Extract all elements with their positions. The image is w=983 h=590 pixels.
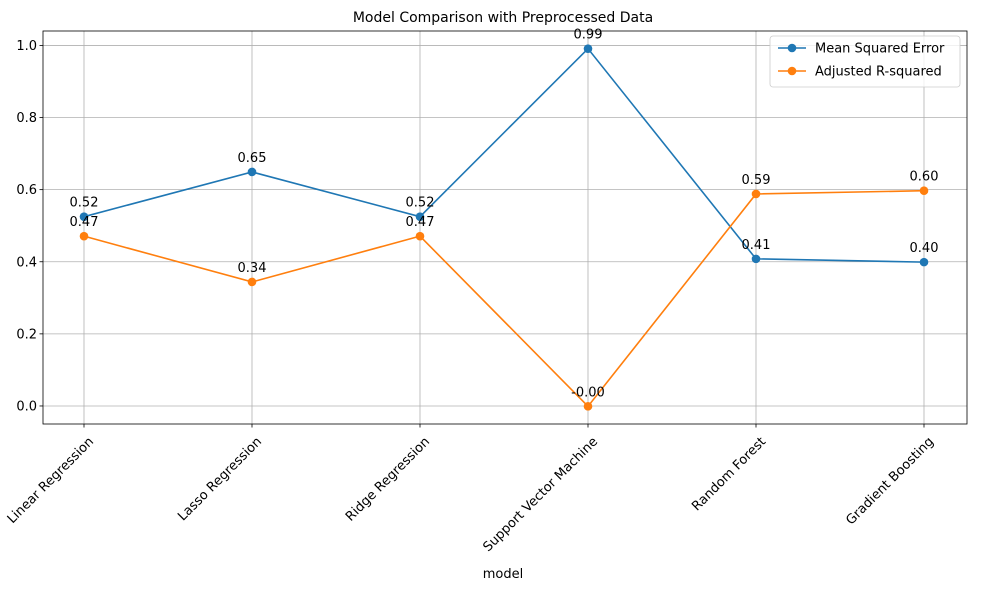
x-tick-label: Ridge Regression: [343, 434, 433, 524]
legend-marker: [787, 66, 797, 76]
data-point: [583, 402, 593, 411]
x-axis-label: model: [483, 567, 523, 582]
data-point: [247, 167, 257, 177]
series-line: [83, 47, 925, 263]
data-label: 0.40: [910, 241, 939, 256]
data-label: 0.47: [70, 215, 99, 230]
x-tick-label: Linear Regression: [5, 434, 97, 526]
grid: [43, 31, 967, 424]
x-tick-label: Support Vector Machine: [480, 434, 601, 555]
legend-label: Mean Squared Error: [815, 42, 945, 57]
data-label: 0.59: [742, 173, 771, 188]
data-label: 0.47: [406, 215, 435, 230]
data-label: 0.52: [406, 196, 435, 211]
series-line: [83, 189, 925, 408]
data-point: [751, 254, 761, 264]
legend-box: [769, 35, 961, 88]
data-point: [583, 44, 593, 53]
series-layer: [79, 44, 929, 411]
legend-marker: [787, 43, 797, 53]
data-point: [79, 231, 89, 241]
data-label: 0.60: [910, 170, 939, 185]
y-axis: 0.0 0.2 0.4 0.6 0.8 1.0: [16, 39, 43, 414]
data-point: [919, 186, 929, 196]
data-point: [415, 212, 425, 221]
y-tick-label: 0.0: [16, 399, 37, 414]
data-label: 0.65: [238, 151, 267, 166]
x-tick-label: Lasso Regression: [175, 434, 265, 524]
y-tick-label: 0.4: [16, 255, 37, 270]
data-label: -0.00: [571, 385, 605, 400]
legend-label: Adjusted R-squared: [815, 65, 942, 80]
data-label: 0.34: [238, 261, 267, 276]
data-point: [247, 277, 257, 287]
data-point: [79, 212, 89, 221]
data-label: 0.52: [70, 196, 99, 211]
y-tick-label: 1.0: [16, 39, 37, 54]
y-tick-label: 0.8: [16, 111, 37, 126]
legend: Mean Squared Error Adjusted R-squared: [769, 35, 961, 88]
chart-title: Model Comparison with Preprocessed Data: [353, 10, 653, 26]
data-point: [751, 189, 761, 199]
y-tick-label: 0.6: [16, 183, 37, 198]
data-point: [415, 231, 425, 241]
plot-frame: [42, 30, 968, 425]
x-tick-label: Random Forest: [689, 434, 769, 514]
x-tick-label: Gradient Boosting: [843, 434, 937, 528]
data-label: 0.99: [574, 28, 603, 43]
data-labels: 0.52 0.65 0.52 0.99 0.41 0.40 0.47 0.34 0.47 -0.0…: [70, 28, 939, 401]
data-point: [919, 257, 929, 267]
x-axis: Linear Regression Lasso Regression Ridge R…: [5, 424, 937, 555]
data-label: 0.41: [742, 238, 771, 253]
y-tick-label: 0.2: [16, 327, 37, 342]
